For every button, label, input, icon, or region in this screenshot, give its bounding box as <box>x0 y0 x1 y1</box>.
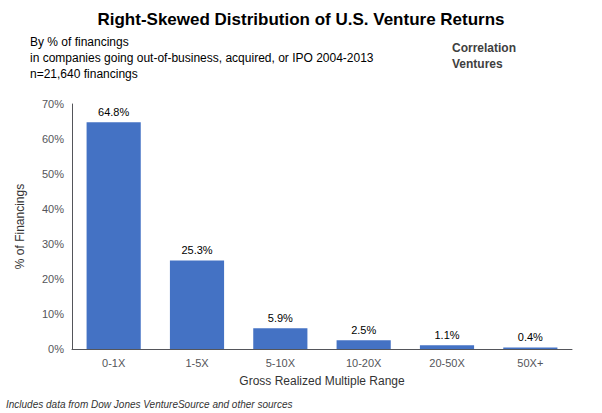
svg-text:1.1%: 1.1% <box>434 329 459 341</box>
svg-text:70%: 70% <box>42 98 64 110</box>
svg-text:Correlation: Correlation <box>452 41 516 55</box>
svg-text:Includes data from Dow Jones V: Includes data from Dow Jones VentureSour… <box>6 399 292 410</box>
svg-text:0%: 0% <box>48 343 64 355</box>
svg-text:10%: 10% <box>42 308 64 320</box>
svg-text:5.9%: 5.9% <box>268 312 293 324</box>
svg-text:n=21,640 financings: n=21,640 financings <box>30 67 138 81</box>
svg-text:10-20X: 10-20X <box>346 357 382 369</box>
svg-text:0-1X: 0-1X <box>102 357 126 369</box>
svg-text:1-5X: 1-5X <box>185 357 209 369</box>
svg-text:30%: 30% <box>42 238 64 250</box>
svg-text:By % of financings: By % of financings <box>30 35 129 49</box>
svg-text:% of Financings: % of Financings <box>13 184 27 269</box>
svg-text:in companies going out-of-busi: in companies going out-of-business, acqu… <box>30 51 374 65</box>
svg-text:Gross Realized Multiple Range: Gross Realized Multiple Range <box>239 374 405 388</box>
svg-text:60%: 60% <box>42 133 64 145</box>
svg-text:25.3%: 25.3% <box>181 244 212 256</box>
svg-text:5-10X: 5-10X <box>266 357 296 369</box>
svg-text:Ventures: Ventures <box>452 57 503 71</box>
svg-text:2.5%: 2.5% <box>351 324 376 336</box>
svg-text:20-50X: 20-50X <box>429 357 465 369</box>
svg-text:50X+: 50X+ <box>517 357 543 369</box>
svg-text:50%: 50% <box>42 168 64 180</box>
svg-text:Right-Skewed Distribution of U: Right-Skewed Distribution of U.S. Ventur… <box>97 10 504 29</box>
svg-text:64.8%: 64.8% <box>98 106 129 118</box>
svg-text:20%: 20% <box>42 273 64 285</box>
svg-text:0.4%: 0.4% <box>518 331 543 343</box>
svg-text:40%: 40% <box>42 203 64 215</box>
